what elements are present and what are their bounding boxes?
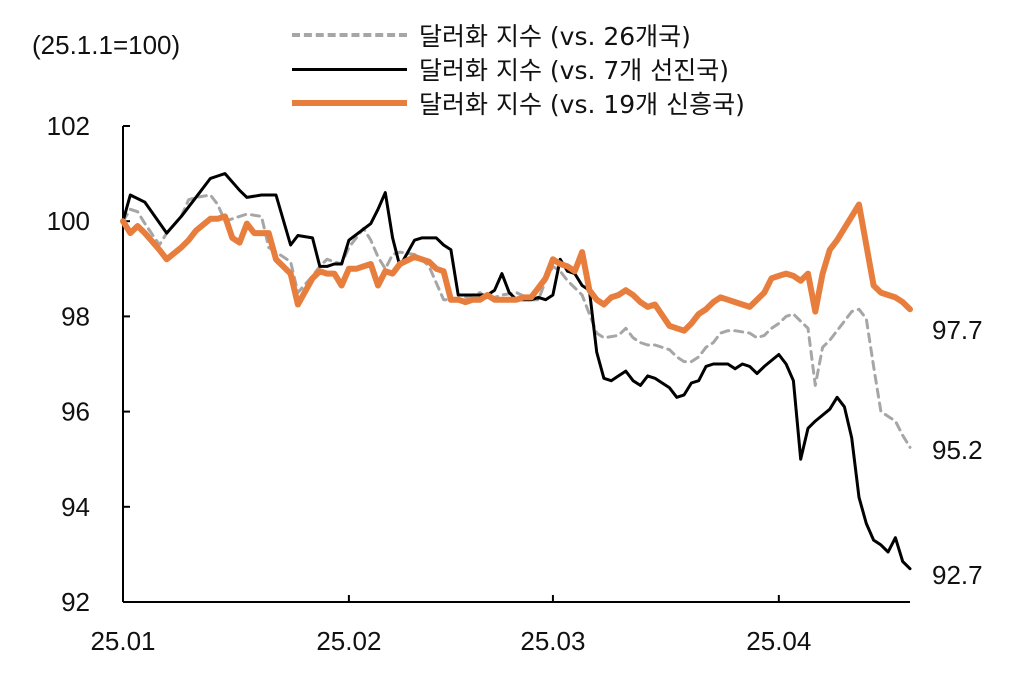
x-tick-label: 25.03	[520, 626, 585, 656]
legend-swatch-solid-orange	[292, 100, 407, 106]
y-tick-label: 100	[47, 206, 90, 236]
y-tick-label: 94	[61, 492, 90, 522]
legend-swatch-dashed-gray	[292, 33, 407, 37]
end-label-7-advanced: 92.7	[932, 560, 983, 590]
end-labels: 95.2 92.7 97.7	[932, 315, 983, 590]
y-tick-label: 102	[47, 111, 90, 141]
series-line-19-emerging	[120, 201, 913, 334]
legend-label-26-countries: 달러화 지수 (vs. 26개국)	[419, 22, 691, 51]
x-tick-label: 25.02	[316, 626, 381, 656]
legend-item-19-emerging: 달러화 지수 (vs. 19개 신흥국)	[292, 86, 745, 120]
y-tick-label: 96	[61, 397, 90, 427]
y-tick-label: 98	[61, 301, 90, 331]
legend-item-7-advanced: 달러화 지수 (vs. 7개 선진국)	[292, 52, 745, 86]
chart-legend: 달러화 지수 (vs. 26개국) 달러화 지수 (vs. 7개 선진국) 달러…	[292, 18, 745, 120]
end-label-26-countries: 95.2	[932, 435, 983, 465]
x-axis: 25.01 25.02 25.03 25.04	[90, 595, 910, 656]
y-axis: 92 94 96 98 100 102	[47, 111, 130, 617]
legend-item-26-countries: 달러화 지수 (vs. 26개국)	[292, 18, 745, 52]
x-tick-label: 25.04	[746, 626, 811, 656]
y-tick-label: 92	[61, 587, 90, 617]
legend-label-19-emerging: 달러화 지수 (vs. 19개 신흥국)	[419, 90, 745, 119]
series-lines	[120, 172, 913, 571]
end-label-19-emerging: 97.7	[932, 315, 983, 345]
legend-label-7-advanced: 달러화 지수 (vs. 7개 선진국)	[419, 56, 729, 85]
x-tick-label: 25.01	[90, 626, 155, 656]
legend-swatch-solid-black	[292, 67, 407, 71]
series-line-7-advanced	[121, 172, 912, 571]
y-axis-unit-label: (25.1.1=100)	[32, 30, 181, 60]
